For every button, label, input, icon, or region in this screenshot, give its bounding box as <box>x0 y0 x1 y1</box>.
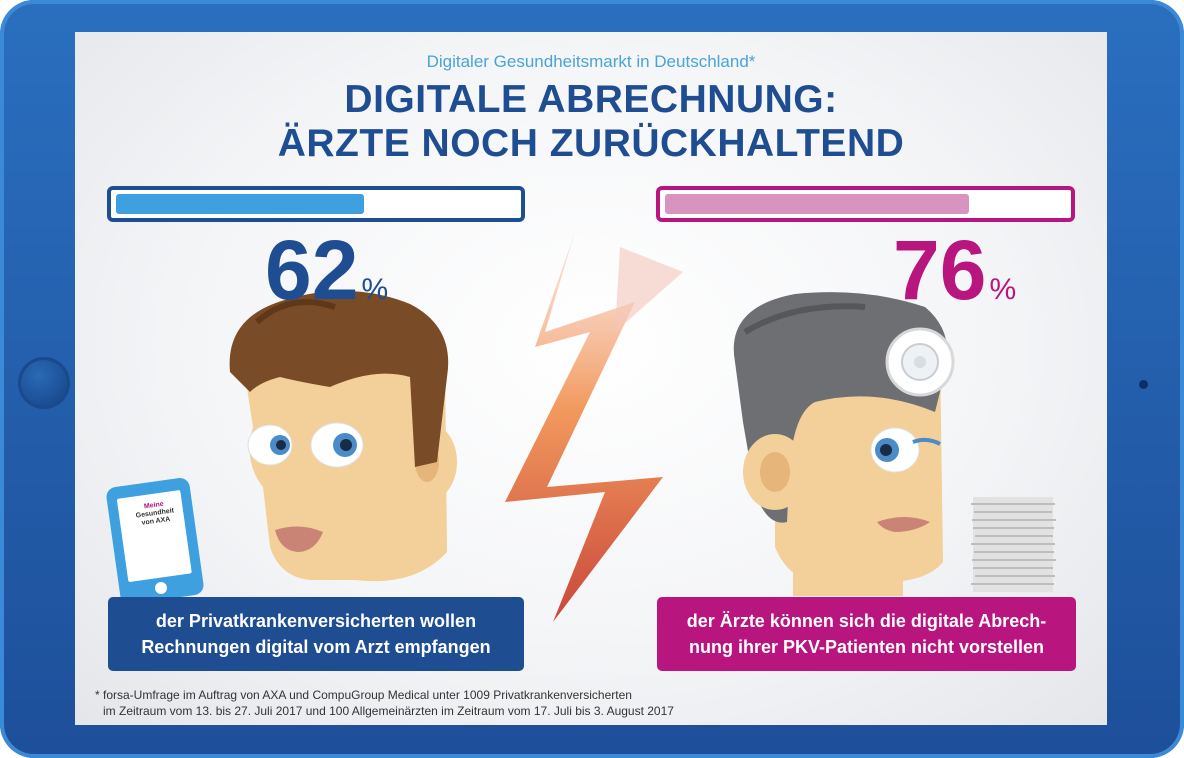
doctor-face-icon <box>733 292 955 596</box>
infographic-screen: Digitaler Gesundheitsmarkt in Deutschlan… <box>75 32 1107 725</box>
doctors-percentage: 76% <box>893 228 1016 332</box>
footnote: * forsa-Umfrage im Auftrag von AXA und C… <box>95 687 674 719</box>
patients-progress-fill <box>116 194 364 214</box>
paper-stack-icon <box>971 497 1056 592</box>
doctors-percentage-unit: % <box>989 273 1017 306</box>
patients-percentage-value: 62 <box>265 223 359 317</box>
patients-percentage: 62% <box>265 228 388 332</box>
patients-caption-line-1: der Privatkrankenversicherten wollen <box>155 611 477 631</box>
doctors-progress-fill <box>665 194 969 214</box>
home-button[interactable] <box>18 357 70 409</box>
phone-icon <box>106 478 204 604</box>
doctors-caption: der Ärzte können sich die digitale Abrec… <box>657 597 1076 671</box>
doctors-percentage-value: 76 <box>893 223 987 317</box>
patients-progress-bar <box>107 186 525 222</box>
patients-caption: der Privatkrankenversicherten wollen Rec… <box>108 597 524 671</box>
patients-caption-line-2: Rechnungen digital vom Arzt empfangen <box>141 637 491 657</box>
patients-percentage-unit: % <box>361 273 389 306</box>
footnote-line-1: * forsa-Umfrage im Auftrag von AXA und C… <box>95 688 632 702</box>
infographic-title: DIGITALE ABRECHNUNG: ÄRZTE NOCH ZURÜCKHA… <box>75 78 1107 166</box>
infographic-subtitle: Digitaler Gesundheitsmarkt in Deutschlan… <box>426 52 756 71</box>
lightning-bolt-icon <box>505 232 683 622</box>
footnote-line-2: im Zeitraum vom 13. bis 27. Juli 2017 un… <box>103 704 674 718</box>
doctors-progress-bar <box>656 186 1075 222</box>
camera-dot <box>1139 380 1148 389</box>
title-line-1: DIGITALE ABRECHNUNG: <box>344 78 838 121</box>
doctors-caption-line-1: der Ärzte können sich die digitale Abrec… <box>686 611 1047 631</box>
patient-face-icon <box>229 290 457 582</box>
title-line-2: ÄRZTE NOCH ZURÜCKHALTEND <box>277 122 905 165</box>
phone-screen-text: Meine Gesundheit von AXA <box>126 498 185 530</box>
doctors-caption-line-2: nung ihrer PKV-Patienten nicht vorstelle… <box>688 637 1045 657</box>
